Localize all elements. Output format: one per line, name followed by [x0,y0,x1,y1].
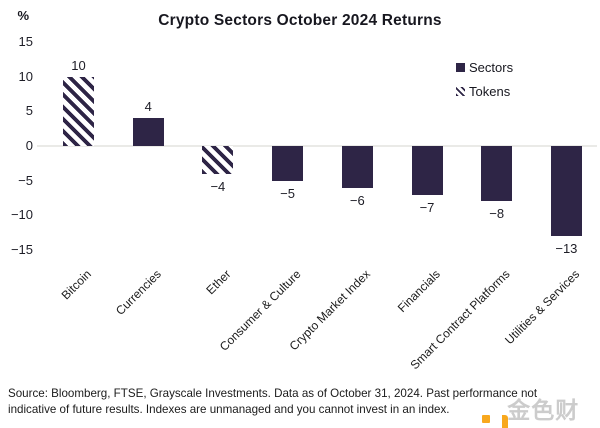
x-axis-label-currencies: Currencies [113,267,165,318]
legend-label: Sectors [469,59,514,75]
chart-title: Crypto Sectors October 2024 Returns [158,12,442,29]
bar-consumer-culture [272,146,304,181]
bar-financials [411,146,443,195]
bar-smart-contract-platforms [481,146,513,202]
bar-value-consumer-culture: −5 [280,185,295,201]
x-axis-label-financials: Financials [394,267,443,316]
legend-item-tokens: Tokens [456,83,513,99]
zero-baseline [37,144,597,147]
bar-crypto-market-index [341,146,373,188]
legend: Sectors Tokens [456,59,513,107]
bar-value-smart-contract-platforms: −8 [489,206,505,222]
y-axis-tick-label: 0 [25,138,33,153]
bar-currencies [132,118,164,146]
legend-label: Tokens [469,83,511,99]
bar-value-crypto-market-index: −6 [349,192,365,208]
x-axis-label-bitcoin: Bitcoin [59,267,95,303]
x-axis-label-ether: Ether [203,267,234,298]
tokens-swatch-icon [456,86,465,96]
source-line-1: Source: Bloomberg, FTSE, Grayscale Inves… [8,387,538,400]
y-axis-tick-label: −10 [10,207,33,223]
y-axis-unit-label: % [17,8,29,23]
source-footnote: Source: Bloomberg, FTSE, Grayscale Inves… [8,386,537,417]
bar-utilities-services [550,146,582,237]
y-axis-tick-label: 15 [18,34,33,50]
y-axis-tick-label: 5 [25,103,33,119]
jinse-finance-logo-icon [481,413,508,428]
legend-item-sectors: Sectors [456,59,513,75]
bar-ether [202,146,234,174]
source-line-2: indicative of future results. Indexes ar… [8,402,450,416]
watermark: 金色财经 [481,391,600,428]
x-axis-label-utilities-services: Utilities & Services [502,267,583,348]
sectors-swatch-icon [456,62,465,72]
bar-value-bitcoin: 10 [71,57,86,73]
bar-value-financials: −7 [419,199,435,215]
watermark-text: 金色财经 [507,397,580,423]
y-axis-tick-label: −15 [10,241,33,257]
bar-value-utilities-services: −13 [555,241,578,257]
bar-bitcoin [63,76,94,146]
bar-value-currencies: 4 [144,99,152,115]
y-axis-tick-label: −5 [18,172,33,188]
y-axis-tick-label: 10 [18,68,33,84]
bar-value-ether: −4 [210,178,226,194]
